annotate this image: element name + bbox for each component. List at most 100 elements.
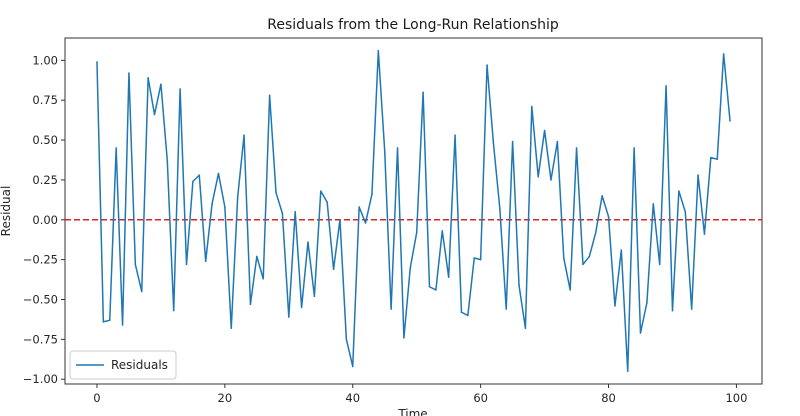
data-point: [690, 308, 693, 310]
data-point: [345, 338, 348, 341]
data-point: [409, 266, 412, 269]
y-tick-label: 0.00: [32, 213, 58, 227]
data-point: [684, 211, 687, 213]
data-point: [172, 309, 175, 312]
data-point: [460, 311, 463, 313]
legend: Residuals: [69, 350, 177, 380]
data-point: [665, 85, 667, 87]
data-point: [511, 140, 514, 143]
data-point: [422, 91, 424, 93]
data-point: [594, 231, 597, 234]
data-point: [524, 327, 527, 329]
data-point: [556, 140, 559, 143]
data-point: [505, 308, 507, 310]
data-point: [396, 147, 399, 149]
data-point: [96, 61, 98, 63]
x-tick-label: 100: [725, 391, 747, 405]
data-point: [588, 255, 591, 258]
data-point: [716, 158, 718, 160]
data-point: [626, 370, 629, 372]
data-point: [185, 263, 188, 266]
data-point: [230, 327, 233, 329]
data-point: [428, 285, 431, 288]
data-point: [710, 156, 712, 159]
data-point: [697, 174, 699, 176]
data-point: [390, 308, 392, 310]
data-point: [531, 105, 533, 108]
data-point: [249, 303, 252, 306]
data-point: [352, 365, 354, 368]
data-point: [198, 174, 201, 176]
y-axis: −1.00 −0.75 −0.50 −0.25 0.00 0.25 0.50 0.75 1.00: [23, 53, 65, 386]
x-tick-label: 80: [601, 391, 616, 405]
data-point: [499, 207, 501, 210]
data-point: [550, 179, 552, 181]
data-point: [224, 206, 226, 208]
data-point: [678, 190, 680, 192]
data-point: [300, 306, 303, 309]
y-tick-label: −0.50: [23, 292, 58, 306]
data-point: [166, 160, 169, 162]
data-point: [435, 289, 437, 291]
residuals-points: [96, 50, 731, 372]
residuals-series-line: [96, 50, 731, 372]
data-point: [671, 309, 674, 312]
legend-box: [69, 350, 177, 380]
y-tick-label: 0.50: [32, 133, 58, 147]
data-point: [646, 301, 648, 304]
data-point: [441, 230, 444, 232]
data-point: [256, 255, 258, 258]
data-point: [115, 147, 117, 149]
data-point: [537, 175, 539, 178]
x-axis-label: Time: [397, 407, 427, 416]
data-point: [320, 190, 322, 192]
data-point: [377, 50, 380, 52]
data-point: [339, 219, 341, 221]
data-point: [102, 321, 105, 323]
data-point: [211, 203, 213, 205]
data-point: [275, 191, 277, 194]
legend-label: Residuals: [111, 358, 168, 372]
data-point: [192, 180, 194, 183]
data-point: [614, 305, 616, 307]
x-axis: 0 20 40 60 80 100: [93, 384, 747, 405]
x-tick-label: 60: [473, 391, 488, 405]
data-point: [633, 147, 635, 149]
data-point: [454, 134, 456, 137]
data-point: [639, 332, 642, 334]
data-point: [262, 278, 264, 280]
data-point: [473, 257, 475, 259]
data-point: [268, 94, 271, 97]
y-tick-label: 1.00: [32, 53, 58, 67]
data-point: [620, 249, 623, 251]
data-point: [179, 88, 181, 90]
data-point: [294, 211, 296, 213]
data-point: [492, 142, 495, 144]
data-point: [601, 195, 603, 197]
y-tick-label: 0.75: [32, 93, 58, 107]
data-point: [447, 276, 450, 278]
data-point: [371, 193, 373, 196]
data-point: [415, 231, 418, 234]
data-point: [364, 222, 367, 224]
data-point: [722, 53, 725, 55]
data-point: [147, 77, 149, 79]
data-point: [575, 147, 578, 149]
data-point: [236, 196, 239, 199]
data-point: [358, 206, 360, 208]
data-point: [569, 289, 571, 291]
y-tick-label: −0.75: [23, 332, 58, 346]
chart-title: Residuals from the Long-Run Relationship: [267, 17, 559, 33]
plot-frame: [64, 37, 763, 385]
y-tick-label: −0.25: [23, 253, 58, 267]
data-point: [658, 263, 661, 266]
data-point: [403, 337, 405, 339]
data-point: [217, 172, 220, 175]
data-point: [128, 72, 130, 74]
data-point: [204, 260, 207, 262]
x-tick-label: 20: [218, 391, 233, 405]
data-point: [326, 201, 328, 203]
data-point: [563, 257, 565, 259]
x-tick-label: 0: [93, 391, 100, 405]
data-point: [140, 290, 143, 293]
